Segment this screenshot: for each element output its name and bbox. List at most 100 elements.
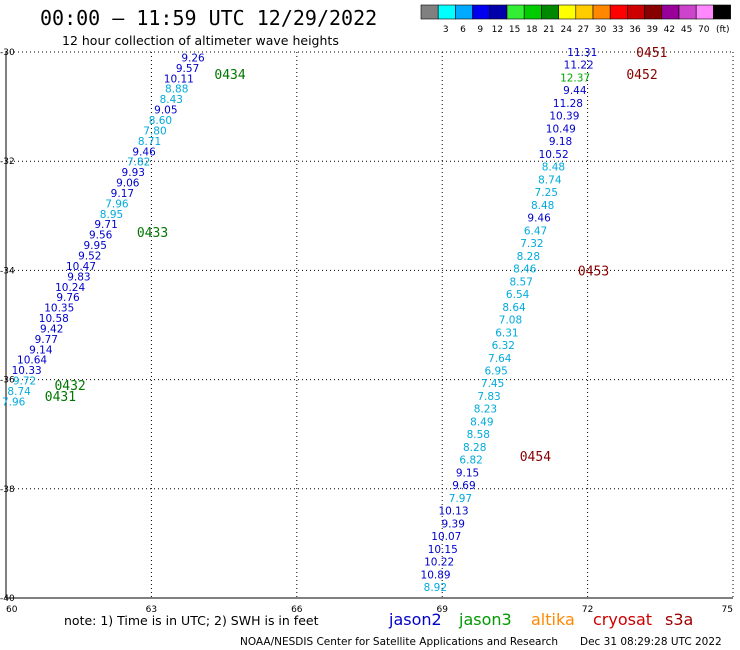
- wave-height-label: 11.31: [567, 47, 597, 59]
- wave-height-label: 8.23: [474, 404, 497, 416]
- wave-height-label: 9.77: [35, 334, 58, 346]
- data-tracks: 9.269.5710.118.888.439.058.607.808.719.4…: [2, 47, 597, 594]
- y-tick-label--30: -30: [0, 48, 15, 58]
- legend-label-6: 6: [460, 25, 466, 35]
- wave-height-label: 8.28: [517, 251, 540, 263]
- time-label-0434: 0434: [214, 68, 245, 83]
- wave-height-label: 8.46: [513, 264, 537, 276]
- wave-height-label: 6.32: [492, 340, 515, 352]
- wave-height-label: 9.71: [94, 219, 117, 231]
- legend-label-21: 21: [543, 25, 554, 35]
- page-subtitle: 12 hour collection of altimeter wave hei…: [62, 33, 339, 48]
- legend-label-42: 42: [664, 25, 675, 35]
- x-axis-ticks: 60 63 66 69 72 75: [6, 605, 733, 615]
- legend-swatch-11: [609, 4, 628, 20]
- wave-height-label: 8.95: [100, 209, 123, 221]
- satellite-jason3: jason3: [458, 610, 512, 629]
- legend-swatch-8: [558, 4, 577, 20]
- wave-height-label: 9.83: [67, 271, 90, 283]
- wave-height-label: 8.58: [467, 429, 490, 441]
- legend-swatch-2: [455, 4, 473, 20]
- wave-height-label: 8.28: [463, 442, 486, 454]
- wave-height-label: 10.11: [164, 73, 194, 85]
- legend-swatch-7: [541, 4, 559, 20]
- wave-height-label: 6.47: [524, 225, 547, 237]
- y-axis-ticks: -30 -32 -34 -36 -38 -40: [0, 48, 15, 604]
- wave-height-label: 9.17: [111, 188, 134, 200]
- wave-height-label: 9.57: [176, 63, 199, 75]
- wave-height-label: 6.95: [484, 366, 507, 378]
- wave-height-label: 8.48: [531, 200, 554, 212]
- wave-height-label: 9.52: [78, 251, 101, 263]
- legend-swatch-12: [627, 4, 645, 20]
- wave-height-label: 7.97: [449, 493, 472, 505]
- wave-height-label: 7.45: [481, 378, 504, 390]
- time-label-0451: 0451: [636, 46, 667, 61]
- wave-height-label: 11.22: [564, 60, 594, 72]
- wave-height-label: 9.76: [56, 292, 80, 304]
- legend-unit: (ft): [716, 25, 730, 35]
- wave-height-label: 9.69: [452, 480, 475, 492]
- wave-height-label: 7.64: [488, 353, 512, 365]
- wave-height-label: 10.22: [424, 557, 454, 569]
- wave-height-label: 7.83: [477, 391, 500, 403]
- wave-height-label: 10.58: [39, 313, 69, 325]
- x-tick-label-75: 75: [722, 605, 733, 615]
- legend-swatch-14: [661, 4, 680, 20]
- time-label-0431: 0431: [45, 390, 76, 405]
- left-track: 9.269.5710.118.888.439.058.607.808.719.4…: [2, 52, 205, 408]
- legend-label-27: 27: [578, 25, 589, 35]
- x-tick-label-69: 69: [436, 605, 448, 615]
- wave-height-label: 7.96: [105, 198, 129, 210]
- wave-height-label: 10.15: [428, 544, 458, 556]
- wave-height-label: 8.48: [542, 162, 565, 174]
- legend-swatch-1: [437, 4, 456, 20]
- wave-height-label: 9.56: [89, 230, 113, 242]
- wave-height-label: 6.82: [459, 455, 482, 467]
- legend-swatch-16: [695, 4, 714, 20]
- wave-height-label: 7.82: [127, 157, 150, 169]
- wave-height-label: 9.44: [563, 85, 587, 97]
- wave-height-label: 9.93: [122, 167, 145, 179]
- x-tick-label-63: 63: [146, 605, 157, 615]
- x-tick-label-66: 66: [291, 605, 303, 615]
- legend-swatch-5: [506, 4, 525, 20]
- wave-height-label: 8.60: [149, 115, 172, 127]
- x-tick-label-72: 72: [582, 605, 593, 615]
- wave-height-label: 10.07: [431, 531, 461, 543]
- legend-swatch-15: [678, 4, 697, 20]
- y-tick-label--32: -32: [0, 157, 15, 167]
- legend-label-36: 36: [629, 25, 641, 35]
- legend-label-24: 24: [560, 25, 572, 35]
- satellite-legend: jason2 jason3 altika cryosat s3a: [388, 610, 693, 629]
- wave-height-label: 9.46: [527, 213, 551, 225]
- wave-height-label: 10.47: [66, 261, 96, 273]
- time-label-0432: 0432: [54, 379, 85, 394]
- legend-label-3: 3: [443, 25, 449, 35]
- legend-swatch-0: [420, 4, 439, 20]
- wave-height-label: 10.33: [12, 365, 42, 377]
- legend-swatch-6: [523, 4, 542, 20]
- legend-swatch-17: [713, 4, 731, 20]
- wave-height-label: 9.95: [84, 240, 107, 252]
- satellite-jason2: jason2: [388, 610, 442, 629]
- wave-height-label: 9.14: [29, 344, 53, 356]
- wave-height-label: 7.25: [535, 187, 558, 199]
- legend-swatch-3: [472, 4, 491, 20]
- x-tick-label-60: 60: [6, 605, 18, 615]
- plot-area: -30 -32 -34 -36 -38 -40 60 63 66 69 72 75 9.269.57…: [0, 46, 734, 615]
- grid: [6, 51, 734, 598]
- legend-swatch-10: [592, 4, 611, 20]
- wave-height-label: 10.64: [17, 355, 47, 367]
- wave-height-label: 11.28: [553, 98, 583, 110]
- time-label-0454: 0454: [520, 450, 551, 465]
- legend-label-15: 15: [509, 25, 520, 35]
- satellite-cryosat: cryosat: [593, 610, 652, 629]
- right-track: 11.3111.2212.379.4411.2810.3910.499.1810…: [421, 47, 598, 594]
- wave-height-label: 9.05: [154, 105, 177, 117]
- legend-swatch-4: [489, 4, 508, 20]
- wave-height-label: 8.49: [470, 416, 493, 428]
- wave-height-label: 7.08: [499, 315, 522, 327]
- legend-label-30: 30: [595, 25, 607, 35]
